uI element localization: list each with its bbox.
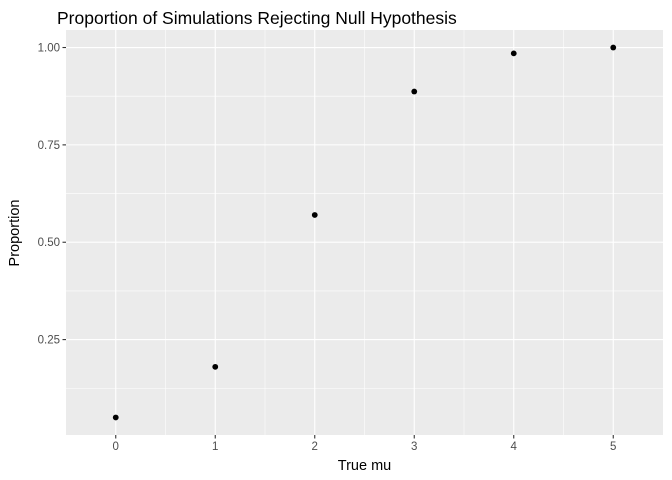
x-axis-title: True mu: [338, 458, 391, 474]
y-axis-tick-labels: 0.25 0.50 0.75 1.00: [38, 43, 60, 347]
data-point: [411, 88, 418, 95]
x-tick-label: 4: [511, 441, 518, 453]
data-points: [112, 44, 617, 421]
x-axis-tick-labels: 0 1 2 3 4 5: [113, 441, 617, 453]
y-axis-title: Proportion: [7, 200, 23, 267]
x-tick-label: 0: [113, 441, 119, 453]
data-point: [510, 50, 517, 57]
axis-ticks: [62, 46, 614, 439]
x-tick-label: 1: [212, 441, 218, 453]
x-tick-label: 2: [312, 441, 318, 453]
data-point: [112, 414, 119, 421]
x-tick-label: 5: [610, 441, 616, 453]
y-tick-label: 0.50: [38, 237, 60, 249]
data-point: [311, 212, 318, 218]
data-point: [610, 44, 617, 51]
y-tick-label: 1.00: [38, 43, 60, 55]
y-tick-label: 0.25: [38, 335, 60, 347]
data-point: [212, 363, 219, 370]
chart-title: Proportion of Simulations Rejecting Null…: [57, 8, 457, 28]
minor-gridlines: [66, 30, 663, 435]
y-tick-label: 0.75: [38, 140, 60, 152]
x-tick-label: 3: [411, 441, 417, 453]
